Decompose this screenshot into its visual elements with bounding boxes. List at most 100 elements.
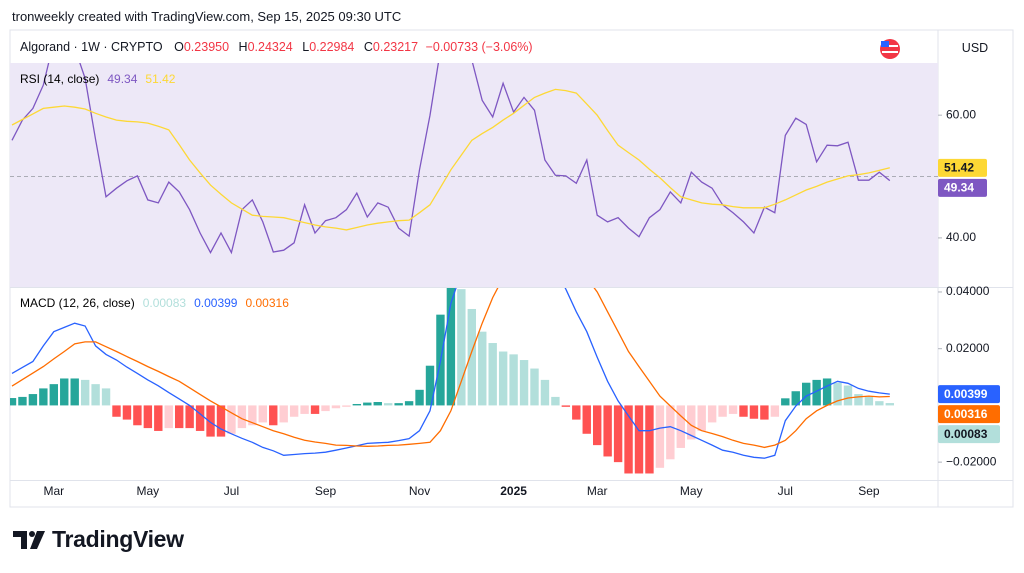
histogram-bar bbox=[561, 405, 571, 407]
histogram-bar bbox=[279, 405, 288, 423]
histogram-bar bbox=[10, 398, 17, 406]
histogram-bar bbox=[457, 289, 466, 406]
histogram-bar bbox=[154, 405, 163, 431]
histogram-bar bbox=[227, 405, 236, 434]
histogram-bar bbox=[572, 405, 581, 420]
histogram-bar bbox=[634, 405, 644, 474]
y-tick-label: 60.00 bbox=[946, 107, 976, 121]
histogram-bar bbox=[760, 405, 769, 420]
histogram-bar bbox=[645, 405, 654, 474]
x-tick-label: Sep bbox=[315, 484, 337, 498]
ohlc-key: H bbox=[238, 40, 248, 54]
x-tick-label: 2025 bbox=[500, 484, 527, 498]
histogram-bar bbox=[749, 405, 759, 419]
ohlc-key: O bbox=[174, 40, 184, 54]
value-badge bbox=[938, 405, 1000, 424]
histogram-bar bbox=[237, 405, 247, 429]
value-badge bbox=[938, 158, 987, 177]
histogram-bar bbox=[206, 405, 215, 437]
histogram-bar bbox=[666, 405, 675, 460]
histogram-bar bbox=[164, 405, 173, 429]
histogram-bar bbox=[624, 405, 633, 474]
brand-icon bbox=[13, 531, 45, 549]
histogram-bar bbox=[509, 354, 518, 406]
histogram-bar bbox=[143, 405, 153, 429]
x-tick-label: Mar bbox=[587, 484, 608, 498]
x-tick-label: Sep bbox=[858, 484, 880, 498]
histogram-bar bbox=[519, 360, 529, 406]
rsi-legend: RSI (14, close) 49.34 51.42 bbox=[20, 72, 176, 86]
value-badge-label: 51.42 bbox=[944, 160, 974, 174]
histogram-bar bbox=[394, 403, 403, 406]
y-tick-label: 0.04000 bbox=[946, 284, 990, 298]
histogram-bar bbox=[80, 379, 90, 406]
legend-value: 0.00399 bbox=[194, 296, 238, 310]
histogram-bar bbox=[49, 384, 58, 406]
histogram-bar bbox=[718, 405, 727, 417]
x-tick-label: Nov bbox=[409, 484, 430, 498]
y-tick-label: −0.02000 bbox=[946, 454, 997, 468]
histogram-bar bbox=[175, 405, 184, 429]
histogram-bar bbox=[352, 403, 362, 406]
histogram-bar bbox=[488, 343, 497, 406]
histogram-bar bbox=[331, 405, 341, 409]
histogram-bar bbox=[603, 405, 612, 457]
histogram-bar bbox=[70, 378, 79, 406]
ohlc-value: 0.23217 bbox=[372, 40, 419, 54]
x-tick-label: May bbox=[137, 484, 160, 498]
histogram-bar bbox=[802, 382, 811, 406]
histogram-bar bbox=[39, 388, 48, 406]
histogram-bar bbox=[269, 405, 278, 426]
flag-stripe bbox=[882, 51, 898, 53]
histogram-bar bbox=[467, 308, 476, 406]
symbol-row: Algorand · 1W · CRYPTO O0.23950 H0.24324… bbox=[20, 40, 537, 54]
histogram-bar bbox=[122, 405, 132, 420]
histogram-bar bbox=[530, 368, 539, 406]
histogram-bar bbox=[310, 405, 320, 414]
histogram-bar bbox=[822, 378, 832, 406]
ohlc-key: L bbox=[302, 40, 310, 54]
value-badge-label: 0.00083 bbox=[944, 427, 988, 441]
histogram-bar bbox=[707, 405, 717, 423]
histogram-bar bbox=[91, 384, 100, 406]
histogram-bar bbox=[384, 403, 393, 406]
histogram-bar bbox=[258, 405, 267, 423]
ohlc-key: C bbox=[363, 40, 373, 54]
byline: tronweekly created with TradingView.com,… bbox=[12, 9, 402, 24]
macd-title: MACD (12, 26, close) bbox=[20, 296, 135, 310]
rsi-title: RSI (14, close) bbox=[20, 72, 99, 86]
histogram-bar bbox=[613, 405, 623, 463]
value-badge-label: 0.00399 bbox=[944, 387, 988, 401]
histogram-bar bbox=[498, 351, 508, 406]
histogram-bar bbox=[133, 405, 142, 426]
panel bbox=[10, 63, 938, 287]
ohlc-value: 0.22984 bbox=[309, 40, 355, 54]
histogram-bar bbox=[833, 382, 842, 406]
ohlc-value: 0.24324 bbox=[247, 40, 293, 54]
histogram-bar bbox=[185, 405, 194, 429]
brand-icon-part bbox=[13, 531, 27, 549]
histogram-bar bbox=[112, 405, 121, 417]
brand-icon-part bbox=[30, 531, 45, 549]
histogram-bar bbox=[770, 405, 780, 417]
value-badge bbox=[938, 425, 1000, 444]
series-line bbox=[11, 288, 890, 449]
histogram-bar bbox=[791, 391, 800, 406]
histogram-bar bbox=[404, 401, 414, 406]
histogram-bar bbox=[854, 394, 863, 406]
histogram-bar bbox=[195, 405, 205, 431]
macd-legend: MACD (12, 26, close) 0.00083 0.00399 0.0031… bbox=[20, 296, 289, 310]
flag-stripe bbox=[882, 45, 898, 47]
histogram-bar bbox=[843, 385, 853, 406]
x-tick-label: May bbox=[680, 484, 703, 498]
histogram-bar bbox=[216, 405, 226, 437]
histogram-bar bbox=[342, 405, 351, 407]
histogram-bar bbox=[540, 379, 550, 406]
histogram-bar bbox=[28, 394, 38, 406]
series-line bbox=[11, 288, 890, 459]
currency-button[interactable]: USD bbox=[942, 35, 1008, 61]
panels bbox=[10, 63, 938, 474]
histogram-bar bbox=[425, 365, 435, 406]
